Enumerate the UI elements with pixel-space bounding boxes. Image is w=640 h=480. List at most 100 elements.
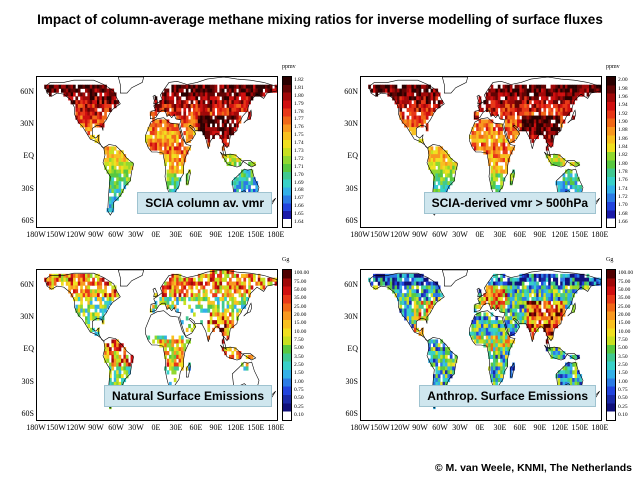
map-cell — [176, 138, 179, 143]
map-cell — [226, 331, 230, 336]
map-cell — [80, 115, 83, 120]
lon-axis-label: 90E — [209, 423, 223, 432]
map-cell — [188, 92, 191, 97]
map-cell — [193, 115, 196, 120]
map-cell — [521, 285, 525, 290]
map-cell — [545, 134, 549, 140]
map-cell — [245, 169, 249, 174]
map-cell — [260, 281, 263, 286]
map-cell — [502, 138, 506, 143]
lon-axis-label: 60E — [189, 230, 203, 239]
map-cell — [245, 173, 249, 178]
map-cell — [394, 273, 398, 279]
map-cell — [109, 100, 112, 105]
coastline — [117, 270, 145, 287]
map-cell — [236, 300, 239, 306]
map-cell — [205, 308, 208, 313]
map-cell — [567, 169, 571, 174]
map-cell — [380, 88, 383, 93]
map-cell — [500, 104, 503, 109]
map-cell — [195, 285, 199, 290]
map-cell — [178, 134, 182, 140]
map-cell — [207, 277, 211, 282]
map-cell — [531, 131, 535, 136]
lat-axis-label: 60N — [20, 87, 34, 97]
map-cell — [219, 297, 223, 302]
map-cell — [562, 370, 566, 375]
map-cell — [545, 131, 549, 136]
map-cell — [440, 381, 443, 387]
map-cell — [85, 123, 88, 128]
map-cell — [229, 131, 232, 136]
map-cell — [166, 142, 170, 147]
map-cell — [548, 142, 551, 147]
map-cell — [430, 304, 434, 309]
map-cell — [495, 335, 499, 340]
map-cell — [509, 115, 513, 120]
map-cell — [512, 123, 515, 128]
map-cell — [212, 107, 215, 113]
map-cell — [202, 115, 206, 120]
map-cell — [557, 351, 561, 356]
map-cell — [229, 304, 232, 309]
map-cell — [586, 84, 590, 89]
map-cell — [185, 293, 189, 298]
map-cell — [130, 161, 134, 167]
map-cell — [442, 177, 446, 182]
map-cell — [569, 185, 573, 190]
map-cell — [413, 300, 417, 306]
map-cell — [219, 88, 223, 93]
map-cell — [243, 100, 247, 105]
map-cell — [488, 131, 491, 136]
map-cell — [207, 131, 211, 136]
map-cell — [541, 119, 544, 124]
map-cell — [483, 327, 487, 333]
map-cell — [428, 84, 431, 89]
map-cell — [123, 351, 127, 356]
map-cell — [164, 293, 167, 298]
map-cell — [569, 169, 573, 174]
map-cell — [531, 84, 535, 89]
map-cell — [517, 316, 520, 321]
map-cell — [217, 297, 220, 302]
map-cell — [185, 150, 189, 155]
map-cell — [512, 297, 515, 302]
map-cell — [231, 281, 235, 286]
map-cell — [562, 378, 566, 383]
map-cell — [406, 96, 410, 101]
map-cell — [543, 119, 547, 124]
map-cell — [193, 96, 196, 101]
map-cell — [229, 161, 232, 167]
map-cell — [476, 312, 479, 317]
map-cell — [531, 320, 535, 325]
map-cell — [442, 354, 446, 360]
map-cell — [565, 111, 568, 116]
map-cell — [202, 297, 206, 302]
map-cell — [272, 277, 275, 282]
slide-title: Impact of column-average methane mixing … — [37, 12, 603, 27]
map-cell — [509, 107, 513, 113]
map-cell — [416, 96, 419, 101]
map-cell — [411, 285, 415, 290]
map-cell — [500, 169, 503, 174]
map-cell — [243, 107, 247, 113]
map-cell — [509, 304, 513, 309]
map-cell — [577, 277, 580, 282]
map-cell — [567, 173, 571, 178]
map-cell — [111, 185, 115, 190]
map-cell — [589, 84, 592, 89]
map-cell — [553, 354, 556, 360]
map-cell — [68, 88, 71, 93]
map-cell — [77, 92, 81, 97]
map-cell — [125, 158, 129, 163]
lon-axis-label: 60W — [108, 423, 124, 432]
map-cell — [257, 273, 261, 279]
map-cell — [493, 165, 496, 170]
map-cell — [469, 331, 472, 336]
map-cell — [485, 343, 489, 348]
map-cell — [445, 381, 448, 387]
map-cell — [567, 293, 571, 298]
map-cell — [435, 362, 439, 367]
map-cell — [411, 297, 415, 302]
map-cell — [445, 358, 448, 363]
